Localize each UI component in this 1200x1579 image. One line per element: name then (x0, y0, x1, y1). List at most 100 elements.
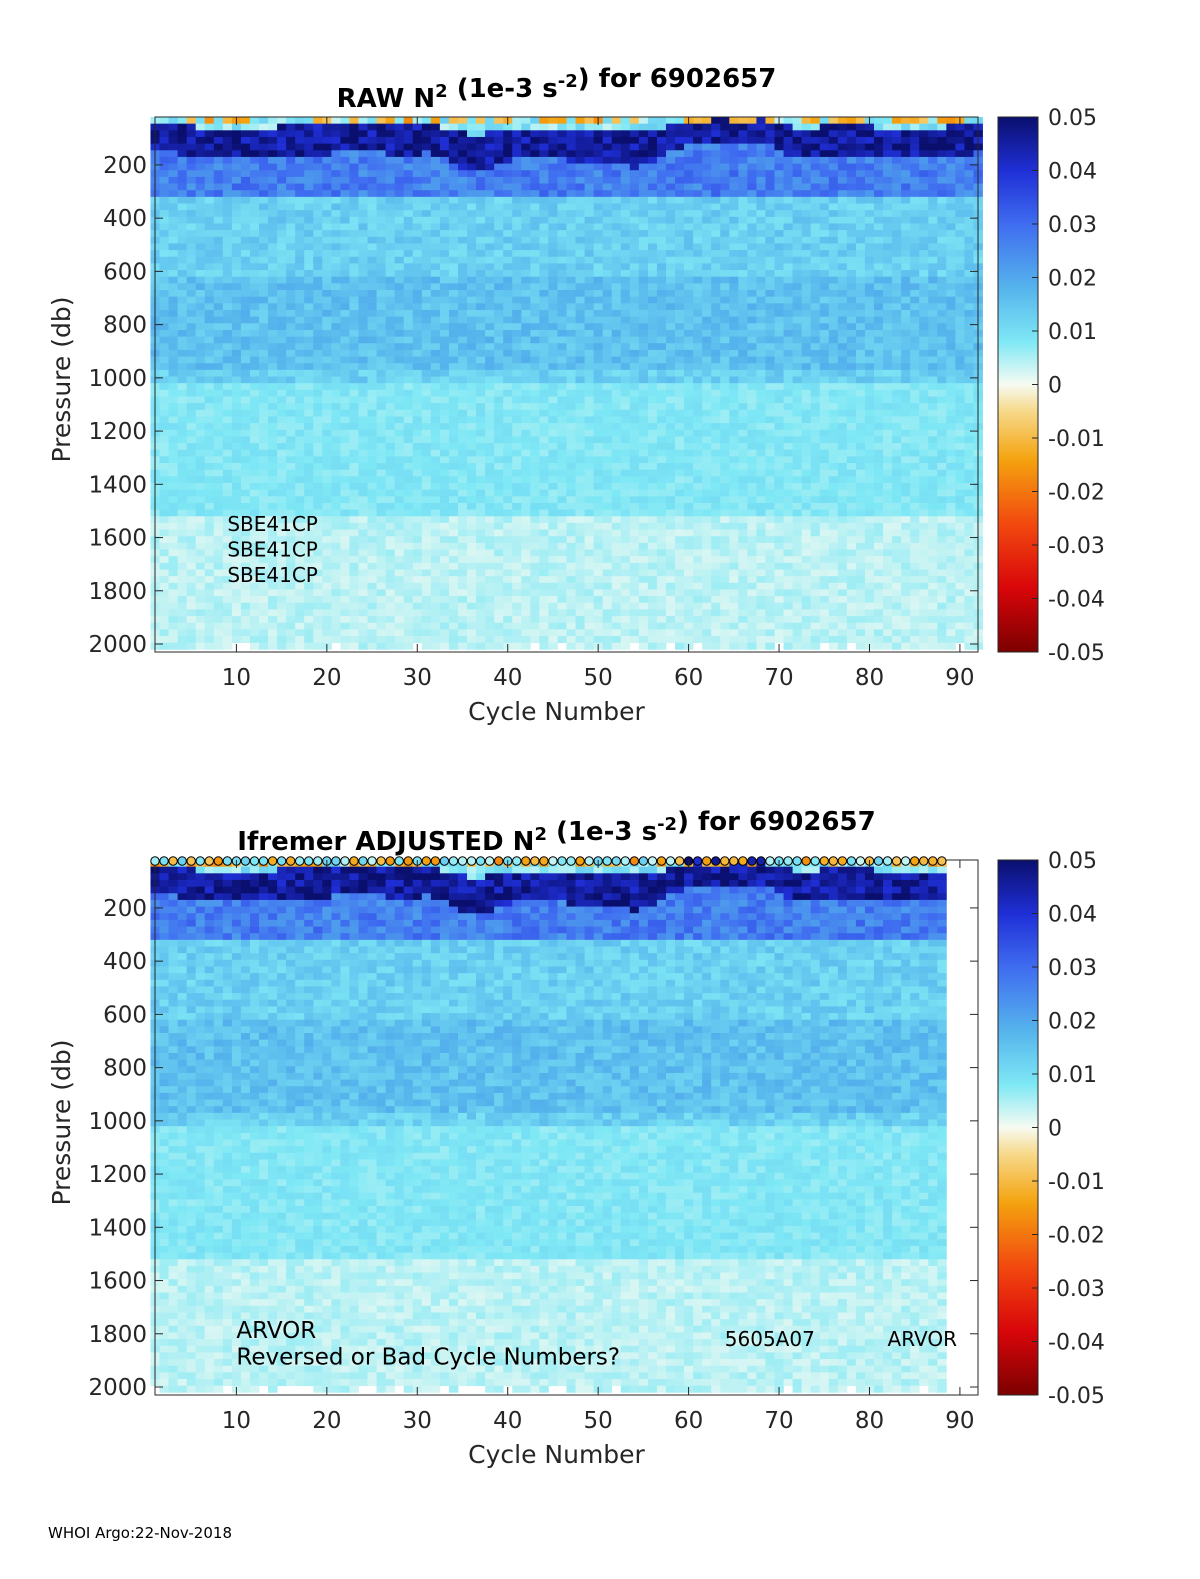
heatmap-cell (376, 190, 387, 198)
heatmap-cell (530, 156, 540, 164)
heatmap-cell (159, 243, 169, 251)
heatmap-cell (521, 316, 531, 324)
heatmap-cell (259, 616, 269, 624)
heatmap-cell (494, 130, 504, 138)
heatmap-cell (602, 349, 613, 357)
heatmap-cell (421, 589, 432, 597)
heatmap-cell (286, 443, 296, 451)
heatmap-cell (331, 210, 341, 218)
heatmap-cell (584, 143, 595, 151)
heatmap-cell (593, 130, 604, 138)
heatmap-cells (150, 117, 983, 650)
heatmap-cell (277, 283, 287, 291)
heatmap-cell (557, 522, 567, 530)
heatmap-cell (331, 463, 341, 471)
heatmap-cell (231, 622, 242, 630)
heatmap-cell (204, 363, 215, 371)
heatmap-cell (575, 549, 585, 557)
heatmap-cell (222, 296, 233, 304)
heatmap-cell (539, 496, 549, 504)
heatmap-cell (177, 482, 188, 491)
heatmap-cell (421, 556, 432, 564)
heatmap-cell (231, 549, 242, 557)
heatmap-cell (629, 569, 640, 577)
heatmap-cell (620, 216, 631, 224)
heatmap-cell (638, 463, 649, 471)
heatmap-cell (584, 176, 595, 184)
heatmap-cell (503, 502, 513, 510)
heatmap-cell (457, 309, 468, 318)
heatmap-cell (566, 143, 576, 151)
heatmap-cell (584, 622, 595, 630)
heatmap-cell (195, 456, 206, 464)
heatmap-cell (647, 349, 658, 357)
heatmap-cell (467, 243, 477, 251)
heatmap-cell (503, 256, 513, 264)
heatmap-cell (213, 143, 224, 151)
heatmap-cell (647, 502, 658, 510)
heatmap-cell (322, 429, 332, 437)
heatmap-cell (304, 369, 314, 377)
heatmap-cell (557, 343, 567, 351)
heatmap-cell (629, 256, 640, 264)
heatmap-cell (213, 536, 224, 544)
heatmap-cell (168, 290, 179, 298)
heatmap-cell (421, 203, 432, 211)
heatmap-cell (231, 502, 242, 510)
heatmap-cell (430, 163, 441, 171)
heatmap-cell (584, 383, 595, 391)
heatmap-cell (503, 303, 513, 311)
heatmap-cell (331, 276, 341, 284)
heatmap-cell (512, 190, 522, 198)
heatmap-cell (277, 170, 287, 178)
heatmap-cell (448, 562, 459, 570)
heatmap-cell (503, 602, 513, 610)
heatmap-cell (204, 522, 215, 530)
heatmap-cell (213, 170, 224, 178)
heatmap-cell (656, 223, 667, 231)
heatmap-cell (684, 542, 694, 550)
heatmap-cell (304, 642, 314, 650)
heatmap-cell (186, 582, 197, 590)
heatmap-cell (539, 596, 549, 604)
heatmap-cell (231, 536, 242, 544)
heatmap-cell (376, 236, 387, 244)
heatmap-cell (693, 303, 703, 311)
heatmap-cell (385, 170, 396, 178)
heatmap-cell (159, 463, 169, 471)
heatmap-cell (340, 409, 350, 417)
heatmap-cell (457, 190, 468, 198)
heatmap-cell (322, 276, 332, 284)
heatmap-cell (349, 496, 359, 504)
heatmap-cell (512, 423, 522, 431)
heatmap-cell (711, 250, 721, 258)
heatmap-cell (222, 263, 233, 271)
heatmap-cell (476, 429, 486, 437)
heatmap-cell (268, 276, 278, 284)
heatmap-cell (665, 616, 676, 624)
heatmap-cell (530, 236, 540, 244)
heatmap-cell (439, 522, 450, 530)
heatmap-cell (557, 323, 567, 331)
heatmap-cell (322, 502, 332, 510)
heatmap-cell (394, 436, 405, 444)
heatmap-cell (340, 290, 350, 298)
heatmap-cell (222, 216, 233, 224)
heatmap-cell (295, 582, 305, 590)
heatmap-cell (412, 569, 423, 577)
heatmap-cell (286, 396, 296, 404)
heatmap-cell (367, 616, 377, 624)
heatmap-cell (286, 223, 296, 231)
heatmap-cell (485, 509, 495, 517)
heatmap-cell (593, 423, 604, 431)
heatmap-cell (476, 176, 486, 184)
heatmap-cell (340, 569, 350, 577)
heatmap-cell (656, 336, 667, 344)
heatmap-cell (611, 389, 622, 397)
heatmap-cell (665, 150, 676, 158)
heatmap-cell (204, 636, 215, 644)
heatmap-cell (638, 529, 649, 537)
heatmap-cell (548, 250, 558, 258)
heatmap-cell (611, 409, 622, 417)
